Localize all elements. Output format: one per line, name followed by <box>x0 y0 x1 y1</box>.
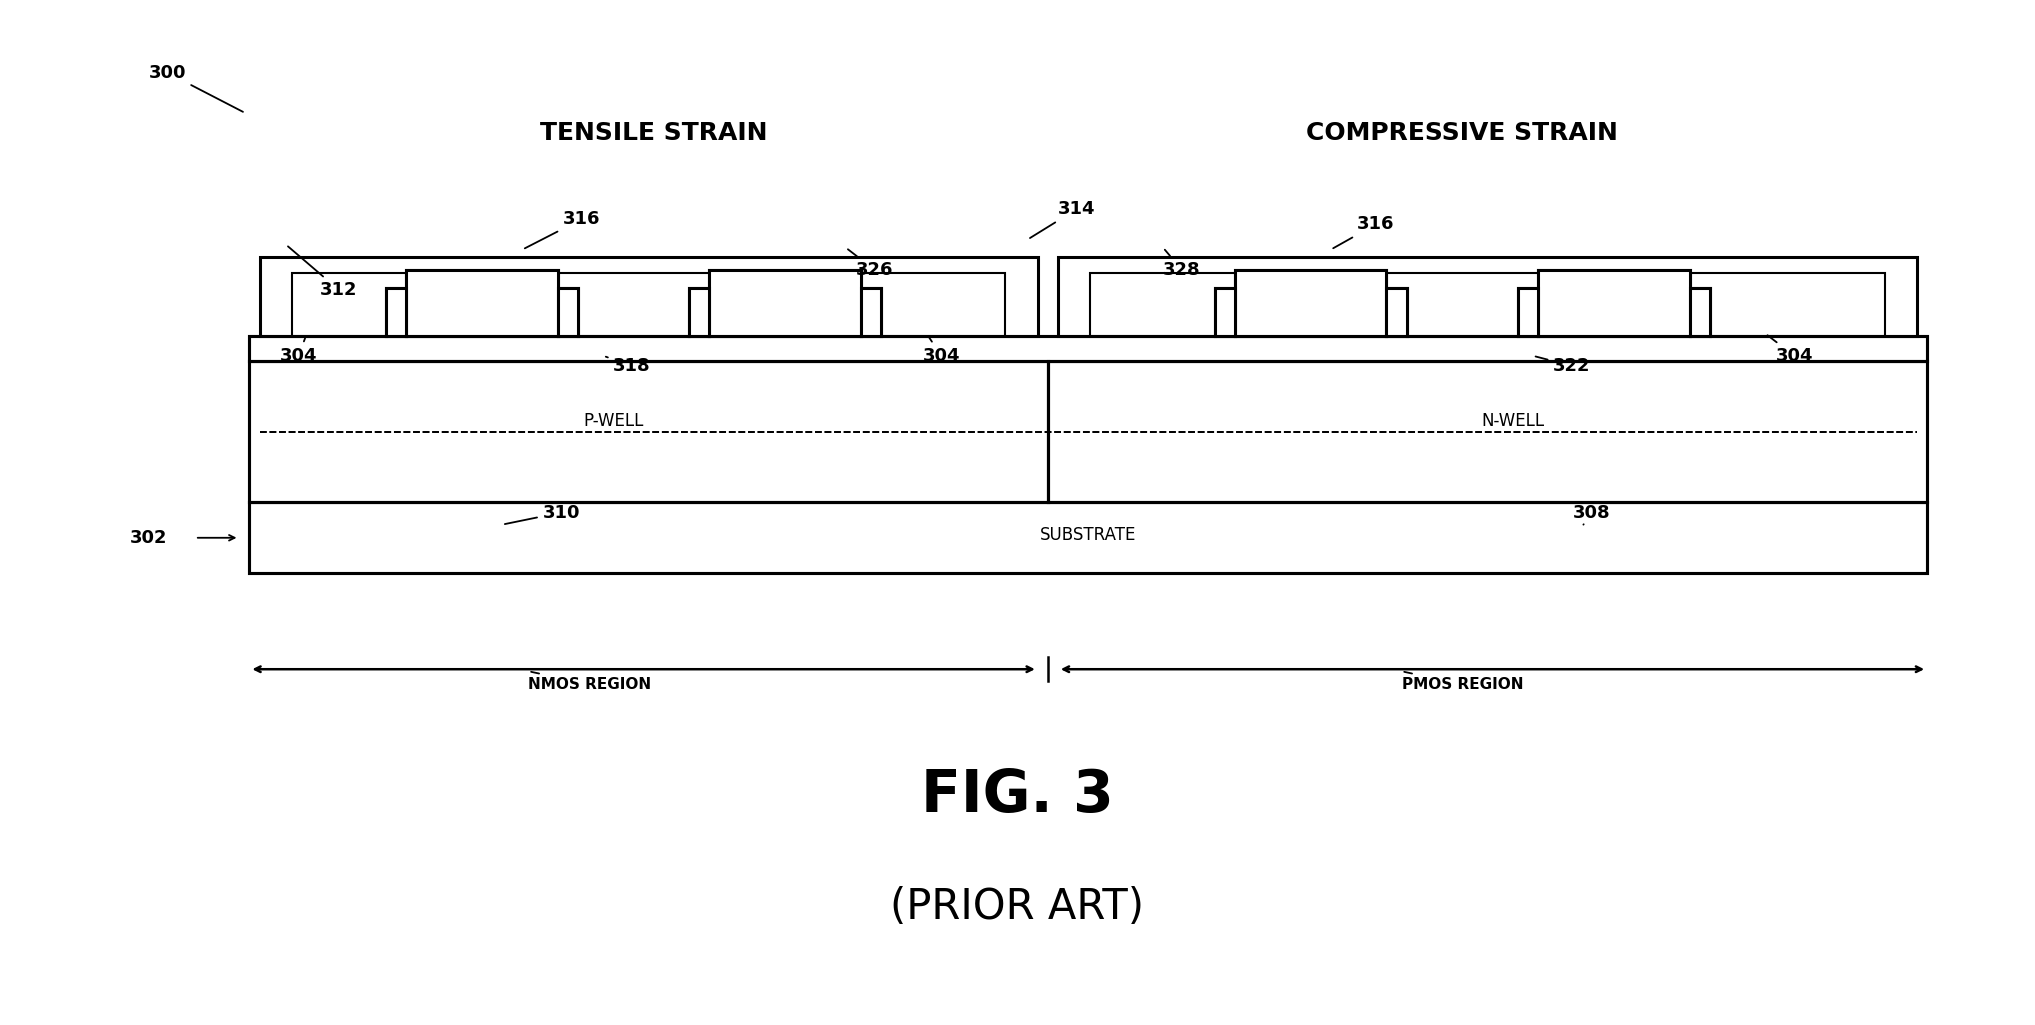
Text: PMOS REGION: PMOS REGION <box>1402 671 1522 692</box>
Text: 312: 312 <box>289 246 358 299</box>
Bar <box>861 288 881 335</box>
Text: P-WELL: P-WELL <box>584 412 643 430</box>
Text: 304: 304 <box>922 336 961 365</box>
Bar <box>1689 288 1709 335</box>
Text: 304: 304 <box>1768 335 1813 365</box>
Polygon shape <box>1091 273 1884 335</box>
Bar <box>558 288 578 335</box>
Bar <box>1386 288 1406 335</box>
Text: 302: 302 <box>130 529 167 546</box>
Bar <box>1048 361 1927 502</box>
Bar <box>1215 288 1235 335</box>
Bar <box>710 270 861 335</box>
Bar <box>1538 270 1689 335</box>
Bar <box>1386 288 1406 335</box>
Text: NMOS REGION: NMOS REGION <box>529 671 651 692</box>
Bar <box>861 288 881 335</box>
Text: 322: 322 <box>1536 357 1591 375</box>
Bar <box>1689 288 1709 335</box>
Text: SUBSTRATE: SUBSTRATE <box>1040 526 1136 543</box>
Bar <box>558 288 578 335</box>
Polygon shape <box>260 257 1038 335</box>
Text: COMPRESSIVE STRAIN: COMPRESSIVE STRAIN <box>1306 121 1618 146</box>
Bar <box>690 288 710 335</box>
Text: 316: 316 <box>1333 215 1394 248</box>
Bar <box>690 288 710 335</box>
Text: 304: 304 <box>279 338 317 365</box>
Polygon shape <box>1058 257 1917 335</box>
Bar <box>710 270 861 335</box>
Bar <box>1518 288 1538 335</box>
Bar <box>1518 288 1538 335</box>
Text: FIG. 3: FIG. 3 <box>922 767 1113 824</box>
Bar <box>250 361 1048 502</box>
Bar <box>250 502 1927 573</box>
Bar <box>1235 270 1386 335</box>
Bar <box>1215 288 1235 335</box>
Text: 308: 308 <box>1573 503 1612 525</box>
Bar <box>250 502 1927 573</box>
Text: N-WELL: N-WELL <box>1481 412 1545 430</box>
Bar <box>387 288 407 335</box>
Bar <box>250 335 1927 361</box>
Bar <box>250 361 1048 502</box>
Text: 314: 314 <box>1030 200 1095 238</box>
Polygon shape <box>291 273 1005 335</box>
Bar <box>250 335 1927 361</box>
Text: 318: 318 <box>606 357 651 375</box>
Text: 316: 316 <box>525 210 600 248</box>
Bar <box>407 270 558 335</box>
Text: 326: 326 <box>849 249 893 279</box>
Text: (PRIOR ART): (PRIOR ART) <box>891 886 1144 928</box>
Bar <box>1048 361 1927 502</box>
Text: 300: 300 <box>149 64 242 112</box>
Text: 310: 310 <box>505 503 580 524</box>
Text: 328: 328 <box>1164 250 1201 279</box>
Bar <box>1538 270 1689 335</box>
Text: TENSILE STRAIN: TENSILE STRAIN <box>539 121 767 146</box>
Bar <box>387 288 407 335</box>
Bar <box>1235 270 1386 335</box>
Bar <box>407 270 558 335</box>
